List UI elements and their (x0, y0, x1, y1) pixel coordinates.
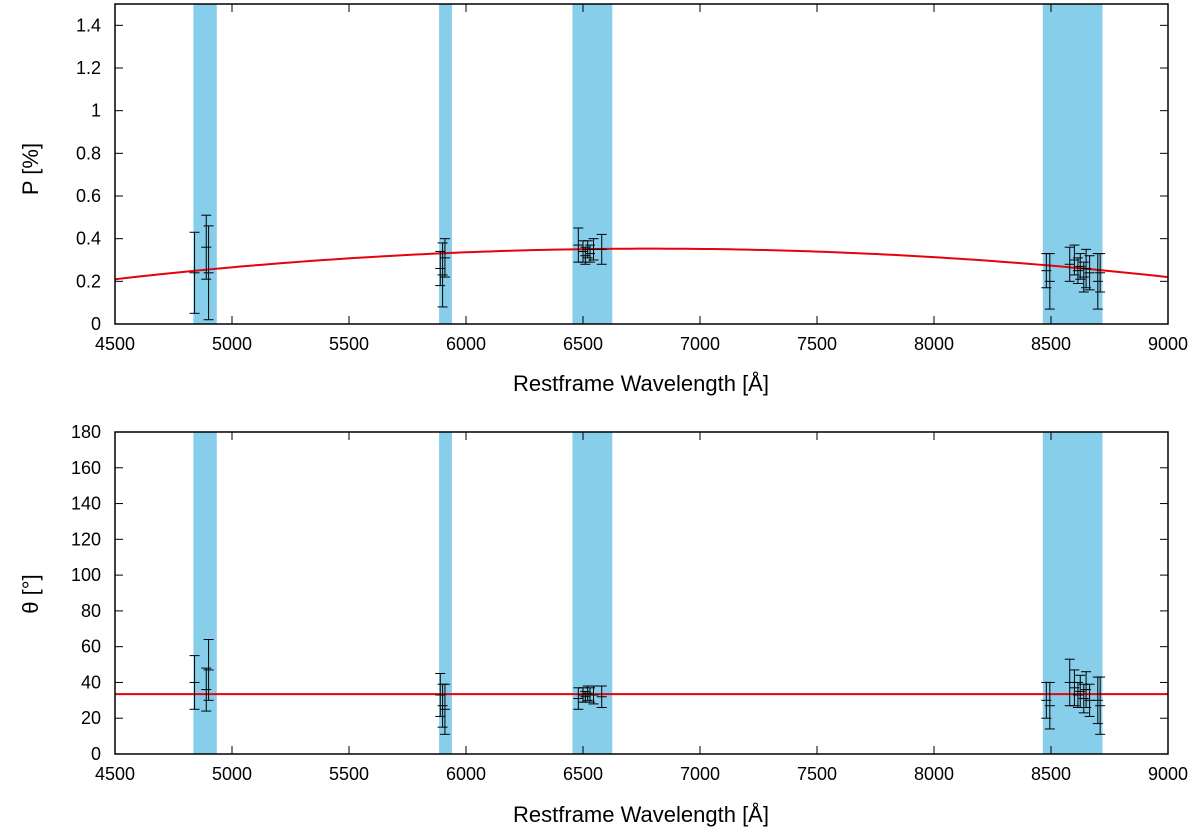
data-point (582, 240, 593, 259)
data-point (439, 238, 450, 278)
highlight-band (193, 4, 217, 324)
x-axis-label: Restframe Wavelength [Å] (513, 802, 769, 827)
y-tick-label: 0.6 (76, 186, 101, 206)
data-point (437, 242, 448, 308)
x-tick-label: 8000 (914, 764, 954, 784)
x-tick-label: 5500 (329, 764, 369, 784)
y-tick-label: 160 (71, 458, 101, 478)
y-tick-label: 100 (71, 565, 101, 585)
data-point (435, 250, 446, 287)
x-axis-label: Restframe Wavelength [Å] (513, 371, 769, 396)
x-tick-label: 6500 (563, 334, 603, 354)
highlight-band (1042, 4, 1103, 324)
y-tick-label: 60 (81, 637, 101, 657)
x-tick-label: 5500 (329, 334, 369, 354)
angle-panel: θ [°] Restframe Wavelength [Å] 4500 5000 5… (18, 422, 1188, 827)
x-tick-label: 6000 (446, 764, 486, 784)
data-point (1095, 253, 1106, 293)
data-point (582, 685, 593, 701)
y-tick-label: 140 (71, 494, 101, 514)
plot-frame (114, 3, 1169, 325)
x-tick-label: 5000 (212, 334, 252, 354)
x-tick-label: 6000 (446, 334, 486, 354)
plot-frame (114, 431, 1169, 755)
data-point (596, 685, 607, 708)
data-point (203, 639, 214, 701)
data-point (1069, 669, 1080, 707)
y-tick-label: 0.2 (76, 271, 101, 291)
x-tick-label: 7000 (680, 764, 720, 784)
x-tick-label: 7000 (680, 334, 720, 354)
data-point (189, 655, 200, 710)
data-point (1095, 676, 1106, 735)
fit-line (115, 247, 1168, 281)
y-axis-label: θ [°] (18, 574, 43, 613)
x-tick-label: 4500 (95, 764, 135, 784)
data-point (596, 233, 607, 265)
data-point (439, 683, 450, 735)
data-point (1044, 253, 1055, 310)
x-tick-label: 7500 (797, 764, 837, 784)
y-tick-label: 0.4 (76, 229, 101, 249)
x-tick-label: 5000 (212, 764, 252, 784)
data-point (189, 231, 200, 314)
y-axis-label: P [%] (18, 143, 43, 195)
y-tick-label: 0 (91, 314, 101, 334)
data-point (1044, 681, 1055, 730)
data-point (1084, 255, 1095, 291)
data-point (573, 687, 584, 710)
x-tick-label: 7500 (797, 334, 837, 354)
x-tick-label: 4500 (95, 334, 135, 354)
y-tick-label: 180 (71, 422, 101, 442)
data-point (201, 667, 212, 712)
x-tick-label: 8500 (1031, 764, 1071, 784)
polarization-panel: P [%] Restframe Wavelength [Å] 4500 5000 5… (18, 3, 1188, 396)
highlight-band (439, 4, 452, 324)
y-tick-label: 20 (81, 708, 101, 728)
y-tick-label: 1 (91, 101, 101, 121)
y-tick-label: 0 (91, 744, 101, 764)
data-point (203, 225, 214, 321)
data-point (1078, 261, 1089, 293)
y-tick-label: 80 (81, 601, 101, 621)
y-tick-label: 1.4 (76, 15, 101, 35)
y-tick-label: 0.8 (76, 143, 101, 163)
x-tick-label: 9000 (1148, 764, 1188, 784)
y-tick-label: 120 (71, 529, 101, 549)
x-tick-label: 9000 (1148, 334, 1188, 354)
highlight-band (572, 4, 613, 324)
x-tick-label: 6500 (563, 764, 603, 784)
y-tick-label: 40 (81, 672, 101, 692)
x-tick-label: 8500 (1031, 334, 1071, 354)
x-tick-label: 8000 (914, 334, 954, 354)
data-point (580, 246, 591, 265)
highlight-band (193, 432, 217, 754)
data-point (1064, 246, 1075, 282)
y-tick-label: 1.2 (76, 58, 101, 78)
